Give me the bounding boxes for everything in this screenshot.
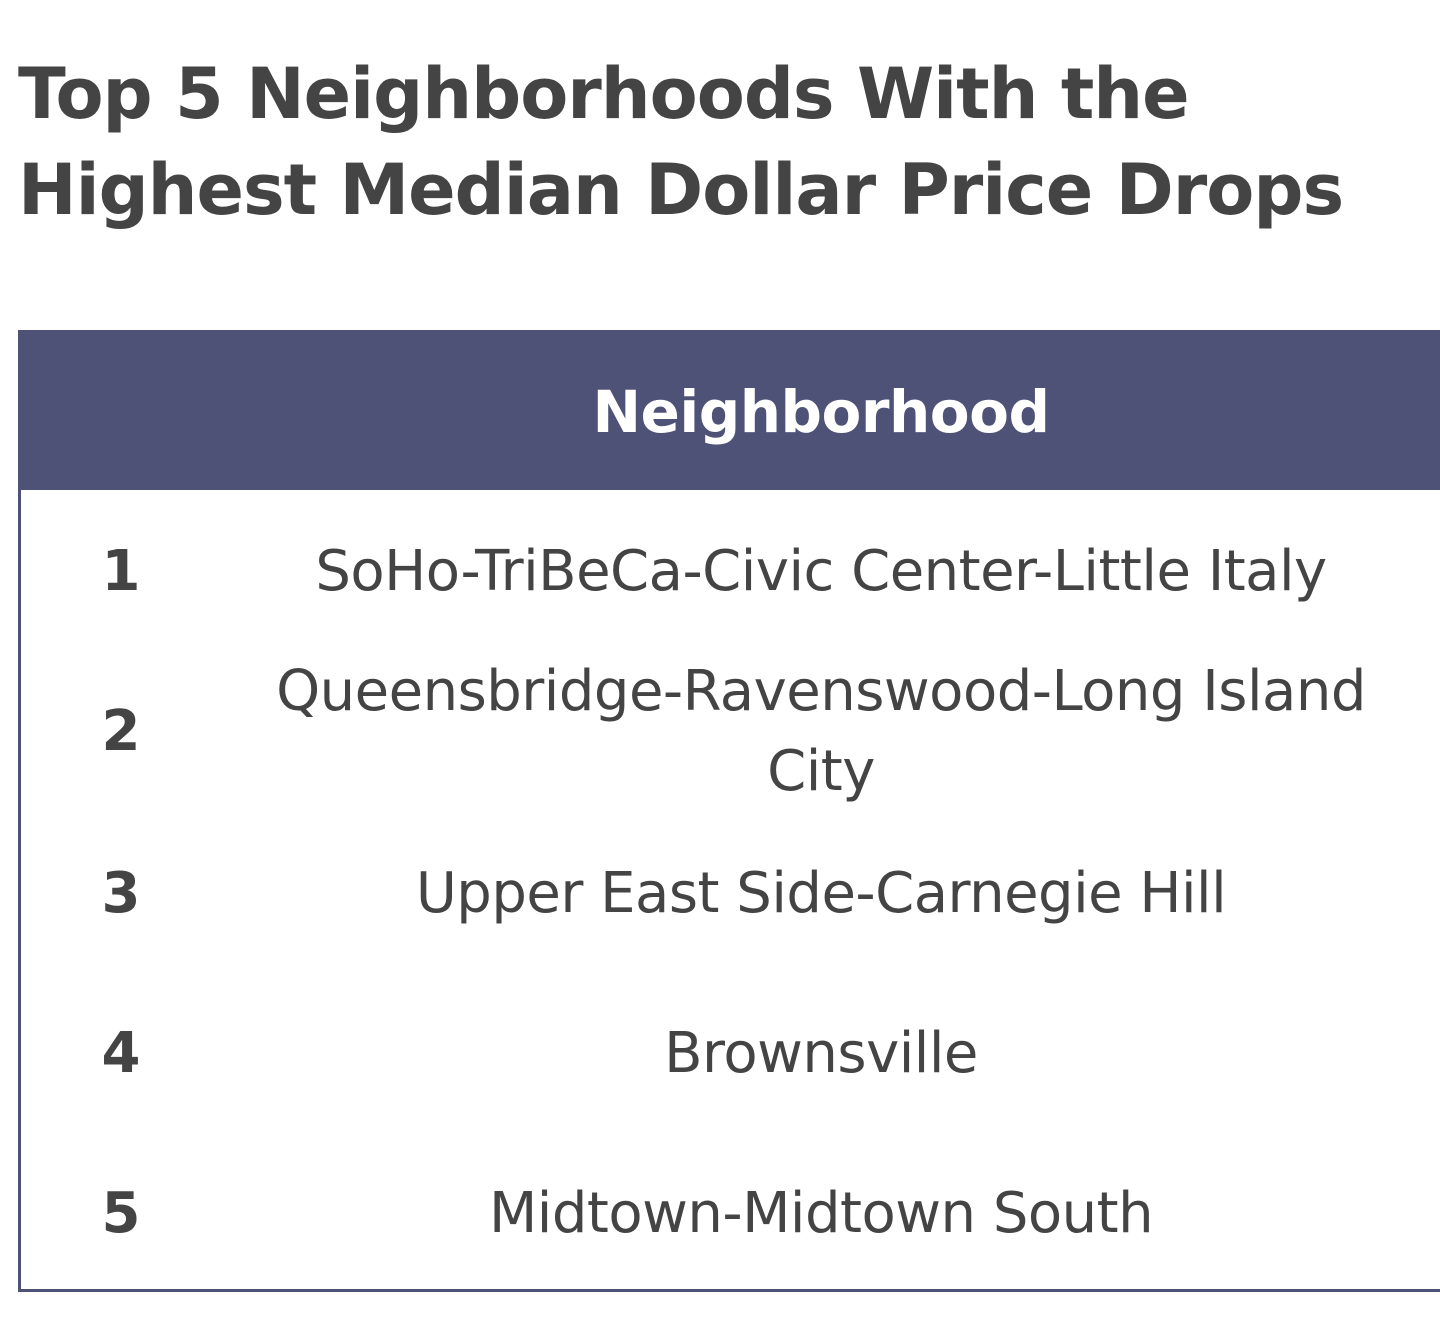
row-name-3: Upper East Side-Carnegie Hill	[415, 861, 1227, 926]
row-name-1: SoHo-TriBeCa-Civic Center-Little Italy	[315, 539, 1327, 604]
row-rank-4: 4	[101, 1021, 141, 1086]
row-rank-5: 5	[101, 1181, 141, 1246]
row-name-5: Midtown-Midtown South	[488, 1181, 1154, 1246]
row-rank-1: 1	[101, 539, 141, 604]
row-name-2: Queensbridge-Ravenswood-Long Island City	[276, 659, 1366, 804]
row-rank-2: 2	[101, 699, 141, 764]
neighborhood-table: Neighborhood 1 SoHo-TriBeCa-Civic Center…	[18, 330, 1440, 1292]
table-header: Neighborhood	[21, 330, 1440, 490]
row-rank-3: 3	[101, 861, 141, 926]
page-title: Top 5 Neighborhoods With the Highest Med…	[18, 53, 1344, 231]
column-header-neighborhood: Neighborhood	[592, 378, 1050, 446]
row-name-4: Brownsville	[664, 1021, 978, 1086]
